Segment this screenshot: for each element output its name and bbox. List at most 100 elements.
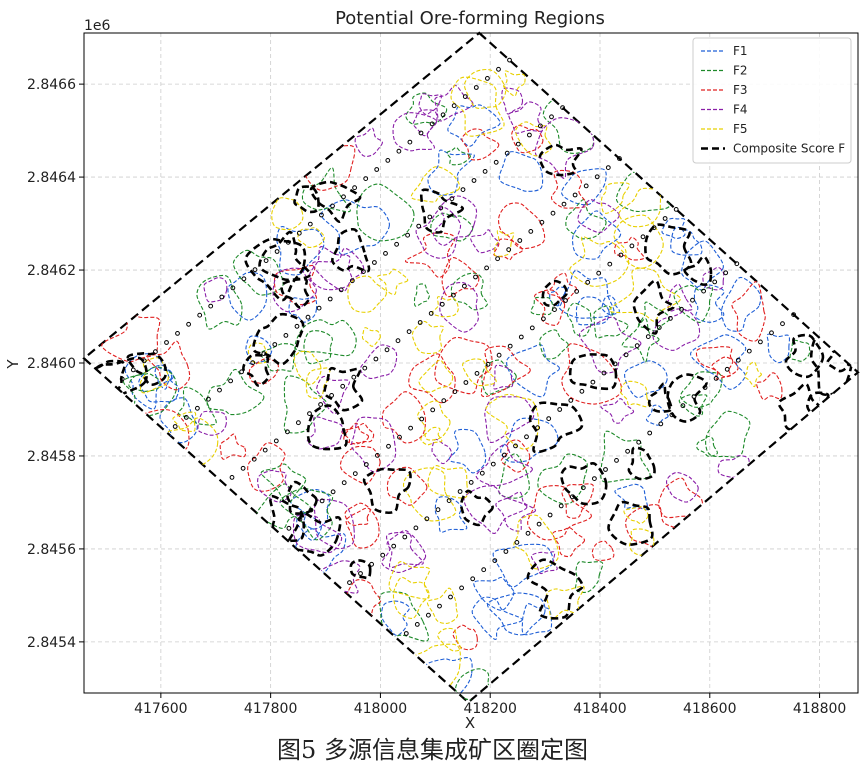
contour-f4 bbox=[312, 247, 365, 292]
sample-point bbox=[645, 334, 651, 340]
contour-f4 bbox=[530, 551, 558, 575]
x-tick-label: 417600 bbox=[134, 701, 187, 717]
sample-point bbox=[272, 342, 278, 347]
sample-point bbox=[780, 321, 785, 327]
contour-f2 bbox=[301, 167, 351, 213]
sample-point bbox=[735, 357, 741, 363]
sample-point bbox=[437, 603, 442, 609]
sample-point bbox=[583, 183, 589, 189]
contour-f1 bbox=[288, 297, 318, 323]
sample-point bbox=[452, 389, 458, 395]
sample-point bbox=[538, 123, 543, 129]
sample-point bbox=[329, 393, 335, 398]
sample-point bbox=[596, 270, 602, 276]
contour-f5 bbox=[377, 268, 409, 296]
contour-f1 bbox=[427, 149, 475, 196]
y-tick-label: 2.8466 bbox=[27, 77, 76, 93]
contour-f3 bbox=[614, 236, 645, 261]
sample-point bbox=[307, 221, 313, 227]
sample-point bbox=[536, 521, 542, 527]
contour-f2 bbox=[696, 435, 718, 457]
contour-f2 bbox=[356, 183, 415, 242]
contour-composite bbox=[607, 500, 654, 546]
contour-f3 bbox=[511, 124, 544, 154]
sample-point bbox=[529, 325, 535, 331]
sample-point bbox=[640, 234, 646, 240]
sample-point bbox=[383, 251, 388, 256]
sample-point bbox=[327, 296, 333, 302]
sample-point bbox=[601, 370, 607, 376]
contour-f4 bbox=[392, 112, 437, 152]
contour-composite bbox=[258, 230, 312, 282]
sample-point bbox=[459, 585, 465, 591]
sample-point bbox=[482, 169, 488, 174]
sample-points bbox=[119, 57, 796, 636]
contour-composite bbox=[419, 188, 465, 234]
sample-point bbox=[560, 105, 565, 110]
contour-f1 bbox=[498, 151, 544, 192]
sample-point bbox=[217, 387, 222, 393]
sample-point bbox=[363, 176, 369, 182]
contour-f2 bbox=[621, 318, 660, 363]
sample-point bbox=[462, 94, 468, 99]
contour-f1 bbox=[276, 226, 325, 276]
sample-point bbox=[612, 361, 618, 367]
contour-f1 bbox=[245, 335, 273, 365]
contour-f2 bbox=[566, 302, 593, 337]
contour-composite bbox=[644, 223, 693, 276]
contour-f5 bbox=[247, 342, 269, 364]
sample-point bbox=[164, 340, 169, 345]
contour-f5 bbox=[297, 227, 325, 248]
sample-point bbox=[408, 425, 414, 431]
contour-f2 bbox=[498, 453, 530, 499]
contour-f5 bbox=[426, 587, 459, 624]
contour-f4 bbox=[203, 277, 228, 303]
sample-point bbox=[614, 458, 619, 463]
sample-point bbox=[603, 467, 608, 472]
sample-point bbox=[569, 494, 575, 500]
contour-f2 bbox=[705, 410, 751, 458]
sample-point bbox=[274, 249, 280, 254]
contour-f4 bbox=[415, 206, 462, 259]
contour-composite bbox=[632, 279, 675, 335]
sample-point bbox=[541, 316, 546, 322]
sample-point bbox=[690, 297, 695, 303]
sample-point bbox=[341, 194, 346, 200]
sample-point bbox=[451, 103, 457, 109]
sample-point bbox=[206, 396, 211, 402]
contour-f5 bbox=[744, 361, 762, 388]
contour-f3 bbox=[756, 372, 783, 401]
contour-f5 bbox=[450, 76, 505, 137]
contour-f3 bbox=[344, 502, 371, 526]
contour-f5 bbox=[418, 359, 454, 393]
contour-f5 bbox=[618, 187, 662, 228]
contour-f3 bbox=[550, 169, 588, 209]
sample-point bbox=[240, 465, 246, 471]
legend-box bbox=[692, 37, 852, 164]
sample-point bbox=[623, 352, 629, 358]
contour-f2 bbox=[378, 591, 430, 642]
sample-point bbox=[403, 631, 409, 636]
contour-f3 bbox=[273, 264, 318, 306]
contour-f5 bbox=[608, 267, 681, 322]
contour-f4 bbox=[534, 117, 595, 180]
contour-composite bbox=[293, 185, 320, 214]
sample-point bbox=[441, 398, 447, 404]
contour-f2 bbox=[615, 171, 671, 213]
sample-point bbox=[734, 261, 740, 267]
contour-f4 bbox=[431, 438, 453, 465]
contour-f5 bbox=[513, 514, 560, 570]
contour-f1 bbox=[561, 168, 607, 206]
sample-point bbox=[250, 360, 256, 366]
sample-point bbox=[485, 361, 491, 367]
sample-point bbox=[285, 239, 291, 245]
contour-f4 bbox=[577, 199, 620, 234]
sample-point bbox=[308, 507, 314, 513]
sample-point bbox=[296, 230, 302, 236]
sample-point bbox=[416, 223, 422, 229]
sample-point bbox=[572, 192, 578, 198]
contour-f2 bbox=[294, 319, 357, 357]
y-tick-label: 2.8460 bbox=[27, 356, 76, 372]
contour-composite bbox=[526, 558, 584, 620]
figure-caption: 图5 多源信息集成矿区圈定图 bbox=[277, 736, 588, 764]
